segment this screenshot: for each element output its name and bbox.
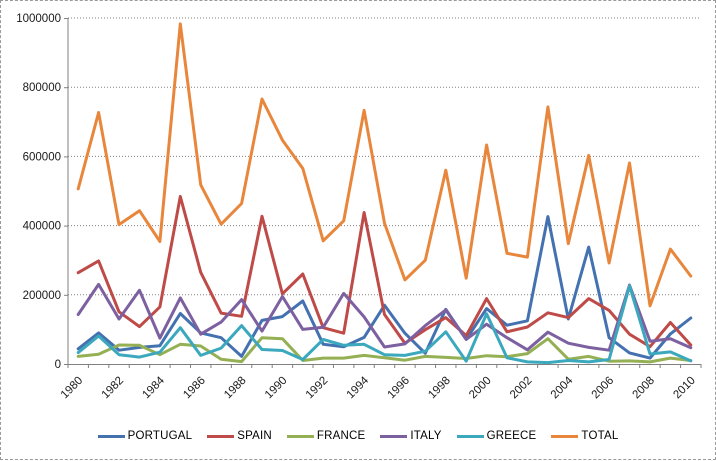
x-tick-label-group: 1982 <box>100 375 127 402</box>
x-tick-label: 1982 <box>100 375 127 402</box>
x-tick-label-group: 1988 <box>222 375 249 402</box>
legend-item-total: TOTAL <box>551 430 618 442</box>
legend-line-marker-greece <box>456 434 484 438</box>
x-tick-label-group: 1996 <box>385 375 412 402</box>
x-tick-label: 1990 <box>263 375 290 402</box>
x-tick-label-group: 1984 <box>140 374 167 401</box>
x-tick-label: 1998 <box>426 375 453 402</box>
legend-label: FRANCE <box>316 430 366 442</box>
legend-line-marker-spain <box>207 434 235 438</box>
x-tick-label: 2008 <box>630 375 657 402</box>
x-tick-label: 2004 <box>549 374 576 401</box>
x-tick-label-group: 1980 <box>59 375 86 402</box>
legend-line-marker-portugal <box>97 434 125 438</box>
legend-line-marker-italy <box>380 434 408 438</box>
x-tick-label: 1980 <box>59 375 86 402</box>
x-tick-label-group: 2002 <box>508 375 535 402</box>
legend-label: ITALY <box>410 430 442 442</box>
y-tick-label: 0 <box>55 359 61 371</box>
x-tick-label: 1986 <box>181 375 208 402</box>
x-tick-label: 1988 <box>222 375 249 402</box>
x-tick-label-group: 2004 <box>549 374 576 401</box>
series-line-total <box>76 22 693 308</box>
y-tick-label: 1000000 <box>16 13 61 25</box>
x-tick-label-group: 1994 <box>345 374 372 401</box>
legend-item-greece: GREECE <box>456 430 537 442</box>
y-tick-label: 400000 <box>23 221 61 233</box>
x-tick-label-group: 2000 <box>467 375 494 402</box>
x-tick-label-group: 1986 <box>181 375 208 402</box>
x-tick-label: 2002 <box>508 375 535 402</box>
x-tick-label: 1994 <box>345 374 372 401</box>
x-tick-label-group: 2010 <box>671 375 698 402</box>
legend-line-marker-france <box>286 434 314 438</box>
x-tick-label-group: 1992 <box>304 375 331 402</box>
series-line-italy <box>76 282 693 352</box>
x-tick-label-group: 1990 <box>263 375 290 402</box>
legend-label: PORTUGAL <box>127 430 193 442</box>
x-tick-label: 2006 <box>590 375 617 402</box>
x-tick-label: 2000 <box>467 375 494 402</box>
y-tick-label: 800000 <box>23 82 61 94</box>
x-tick-label: 1984 <box>140 374 167 401</box>
series-line-france <box>76 336 693 364</box>
x-tick-label-group: 1998 <box>426 375 453 402</box>
x-tick-label: 2010 <box>671 375 698 402</box>
series-line-spain <box>76 195 693 349</box>
legend-label: TOTAL <box>581 430 619 442</box>
x-tick-label-group: 2006 <box>590 375 617 402</box>
legend-label: GREECE <box>486 430 537 442</box>
x-tick-label-group: 2008 <box>630 375 657 402</box>
legend-item-italy: ITALY <box>380 430 441 442</box>
legend-item-portugal: PORTUGAL <box>97 430 193 442</box>
x-tick-label: 1996 <box>385 375 412 402</box>
legend-item-spain: SPAIN <box>207 430 272 442</box>
series-line-greece <box>76 284 693 365</box>
series-line-portugal <box>76 215 693 360</box>
x-tick-label: 1992 <box>304 375 331 402</box>
y-tick-label: 600000 <box>23 151 61 163</box>
chart-legend: PORTUGAL SPAIN FRANCE ITALY GREECE TOTAL <box>1 430 715 442</box>
y-tick-label: 200000 <box>23 290 61 302</box>
legend-item-france: FRANCE <box>286 430 366 442</box>
legend-label: SPAIN <box>237 430 272 442</box>
legend-line-marker-total <box>551 434 579 438</box>
